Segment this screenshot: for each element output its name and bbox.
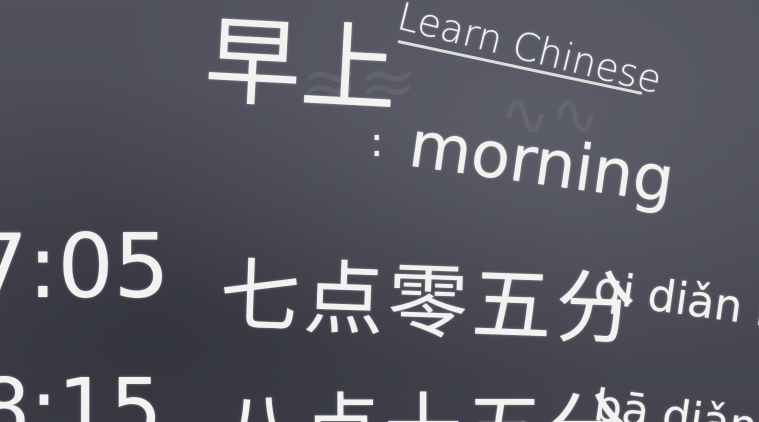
pinyin-2: bā diǎn shí [591, 380, 759, 422]
chinese-time-1: 七点零五分 [218, 248, 642, 357]
colon: : [370, 120, 384, 166]
chinese-word: 早上 [202, 5, 400, 127]
time-1: 7:05 [0, 215, 170, 318]
erased-writing: ≈≈ [300, 40, 418, 122]
time-2: 8:15 [0, 362, 163, 422]
chinese-time-2: 八点十五分 [220, 368, 630, 422]
erased-writing: ∿∿ [500, 80, 601, 150]
